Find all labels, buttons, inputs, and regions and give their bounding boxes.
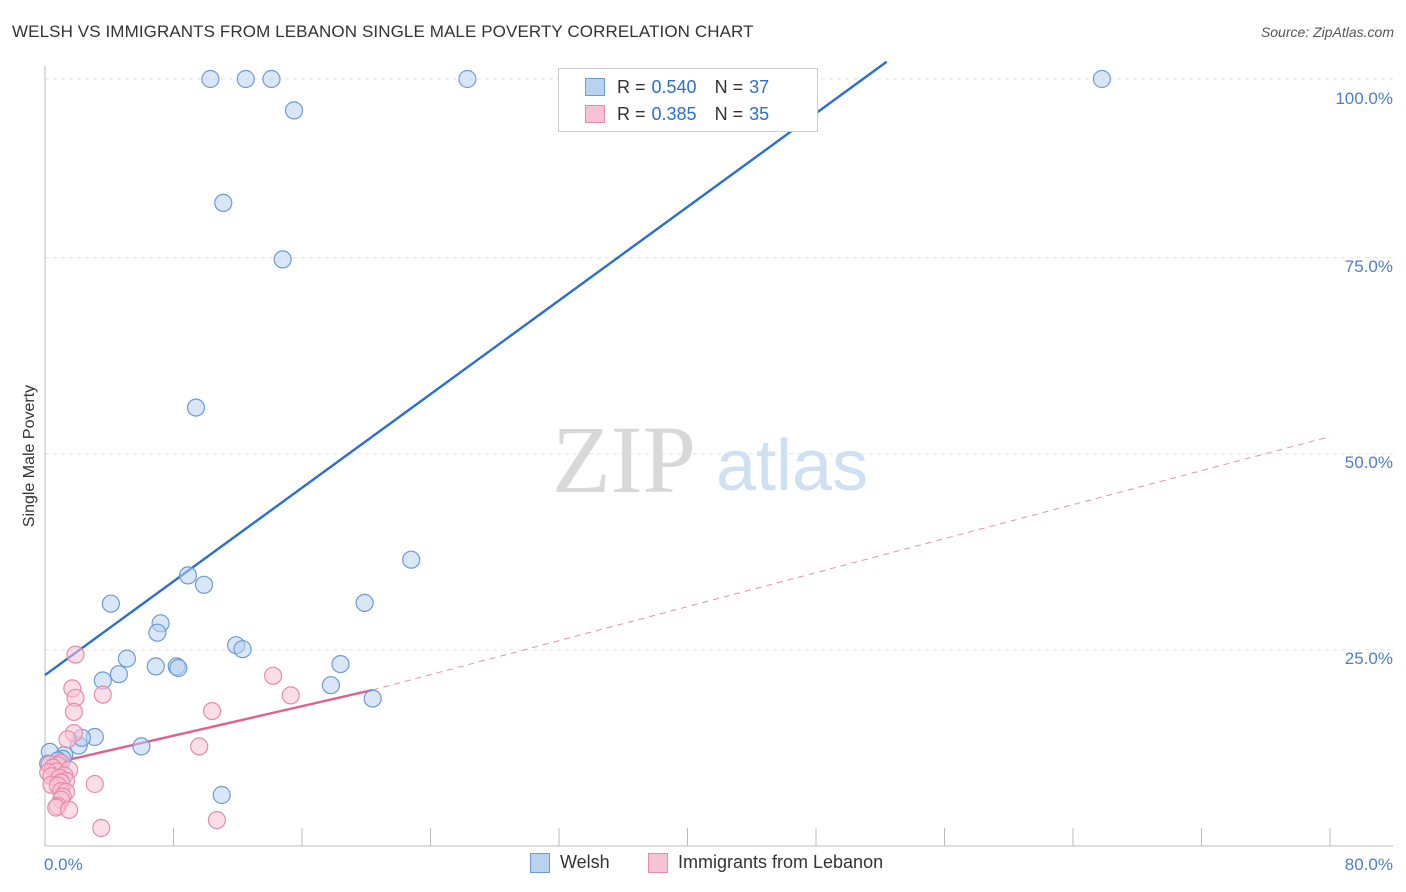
- bottom-legend-swatch-lebanon: [648, 852, 668, 873]
- watermark-zip: ZIP: [552, 406, 696, 513]
- y-tick-label: 100.0%: [1335, 89, 1393, 108]
- welsh-point: [178, 566, 198, 585]
- legend-row-welsh: R = 0.540 N = 37: [585, 74, 769, 100]
- legend-swatch-lebanon: [585, 105, 605, 123]
- bottom-legend-label-welsh: Welsh: [560, 852, 610, 872]
- legend-n-value-lebanon: 35: [749, 103, 770, 124]
- lebanon-point: [190, 737, 209, 756]
- lebanon-trend-line: [44, 688, 373, 767]
- welsh-point: [214, 193, 233, 212]
- welsh-point: [194, 575, 214, 594]
- lebanon-point: [92, 818, 111, 838]
- correlation-legend: R = 0.540 N = 37 R = 0.385 N = 35: [558, 68, 818, 132]
- welsh-point: [363, 689, 382, 708]
- welsh-point: [109, 665, 129, 684]
- welsh-point: [169, 658, 188, 678]
- lebanon-point: [66, 645, 85, 664]
- welsh-point: [262, 69, 281, 89]
- source-label: Source: ZipAtlas.com: [1260, 24, 1394, 40]
- grid: [45, 78, 1393, 651]
- x-tick-label-max: 80.0%: [1345, 855, 1393, 874]
- welsh-point: [233, 640, 252, 659]
- bottom-legend-welsh: Welsh: [530, 852, 610, 873]
- welsh-point: [117, 649, 137, 668]
- welsh-point: [186, 398, 206, 417]
- x-tick-label-min: 0.0%: [44, 855, 83, 874]
- lebanon-point: [281, 686, 300, 705]
- lebanon-trend-extension: [372, 436, 1331, 691]
- legend-row-lebanon: R = 0.385 N = 35: [585, 101, 769, 127]
- legend-swatch-welsh: [585, 78, 605, 96]
- y-axis-label: Single Male Poverty: [21, 385, 38, 527]
- bottom-legend-swatch-welsh: [530, 852, 550, 873]
- legend-n-label-lebanon: N =: [714, 103, 744, 124]
- welsh-point: [458, 69, 477, 89]
- lebanon-point: [264, 666, 283, 685]
- legend-r-value-lebanon: 0.385: [651, 103, 697, 124]
- lebanon-point: [64, 702, 84, 722]
- watermark-atlas: atlas: [716, 426, 868, 506]
- watermark: ZIP atlas: [552, 406, 868, 513]
- welsh-point: [321, 676, 340, 695]
- bottom-legend-lebanon: Immigrants from Lebanon: [648, 852, 883, 873]
- lebanon-point: [203, 701, 222, 721]
- chart-title: WELSH VS IMMIGRANTS FROM LEBANON SINGLE …: [12, 22, 754, 41]
- y-tick-label: 50.0%: [1345, 453, 1393, 472]
- legend-n-label-welsh: N =: [714, 76, 744, 97]
- welsh-point: [355, 593, 374, 613]
- welsh-point: [1092, 69, 1112, 89]
- axes: [44, 66, 1393, 847]
- legend-r-value-welsh: 0.540: [651, 76, 697, 97]
- legend-r-label-lebanon: R =: [617, 103, 646, 124]
- y-tick-labels: 25.0% 50.0% 75.0% 100.0%: [1335, 89, 1393, 668]
- data-points: [39, 69, 1112, 838]
- welsh-point: [236, 69, 255, 89]
- welsh-point: [132, 737, 151, 756]
- welsh-point: [212, 785, 231, 805]
- bottom-legend-label-lebanon: Immigrants from Lebanon: [678, 852, 884, 872]
- lebanon-point: [85, 774, 104, 794]
- welsh-point: [148, 623, 167, 642]
- lebanon-point: [59, 800, 79, 820]
- lebanon-point: [93, 685, 112, 704]
- welsh-point: [201, 69, 220, 89]
- legend-n-value-welsh: 37: [749, 76, 770, 97]
- welsh-point: [101, 594, 121, 613]
- y-tick-label: 25.0%: [1345, 649, 1393, 668]
- welsh-trend-line: [44, 60, 888, 677]
- welsh-point: [331, 654, 350, 674]
- lebanon-point: [58, 730, 77, 749]
- y-tick-label: 75.0%: [1345, 257, 1393, 276]
- welsh-point: [284, 101, 304, 120]
- legend-r-label-welsh: R =: [617, 76, 646, 97]
- welsh-point: [273, 250, 292, 269]
- lebanon-point: [207, 810, 226, 830]
- welsh-point: [402, 550, 421, 569]
- welsh-point: [146, 657, 165, 676]
